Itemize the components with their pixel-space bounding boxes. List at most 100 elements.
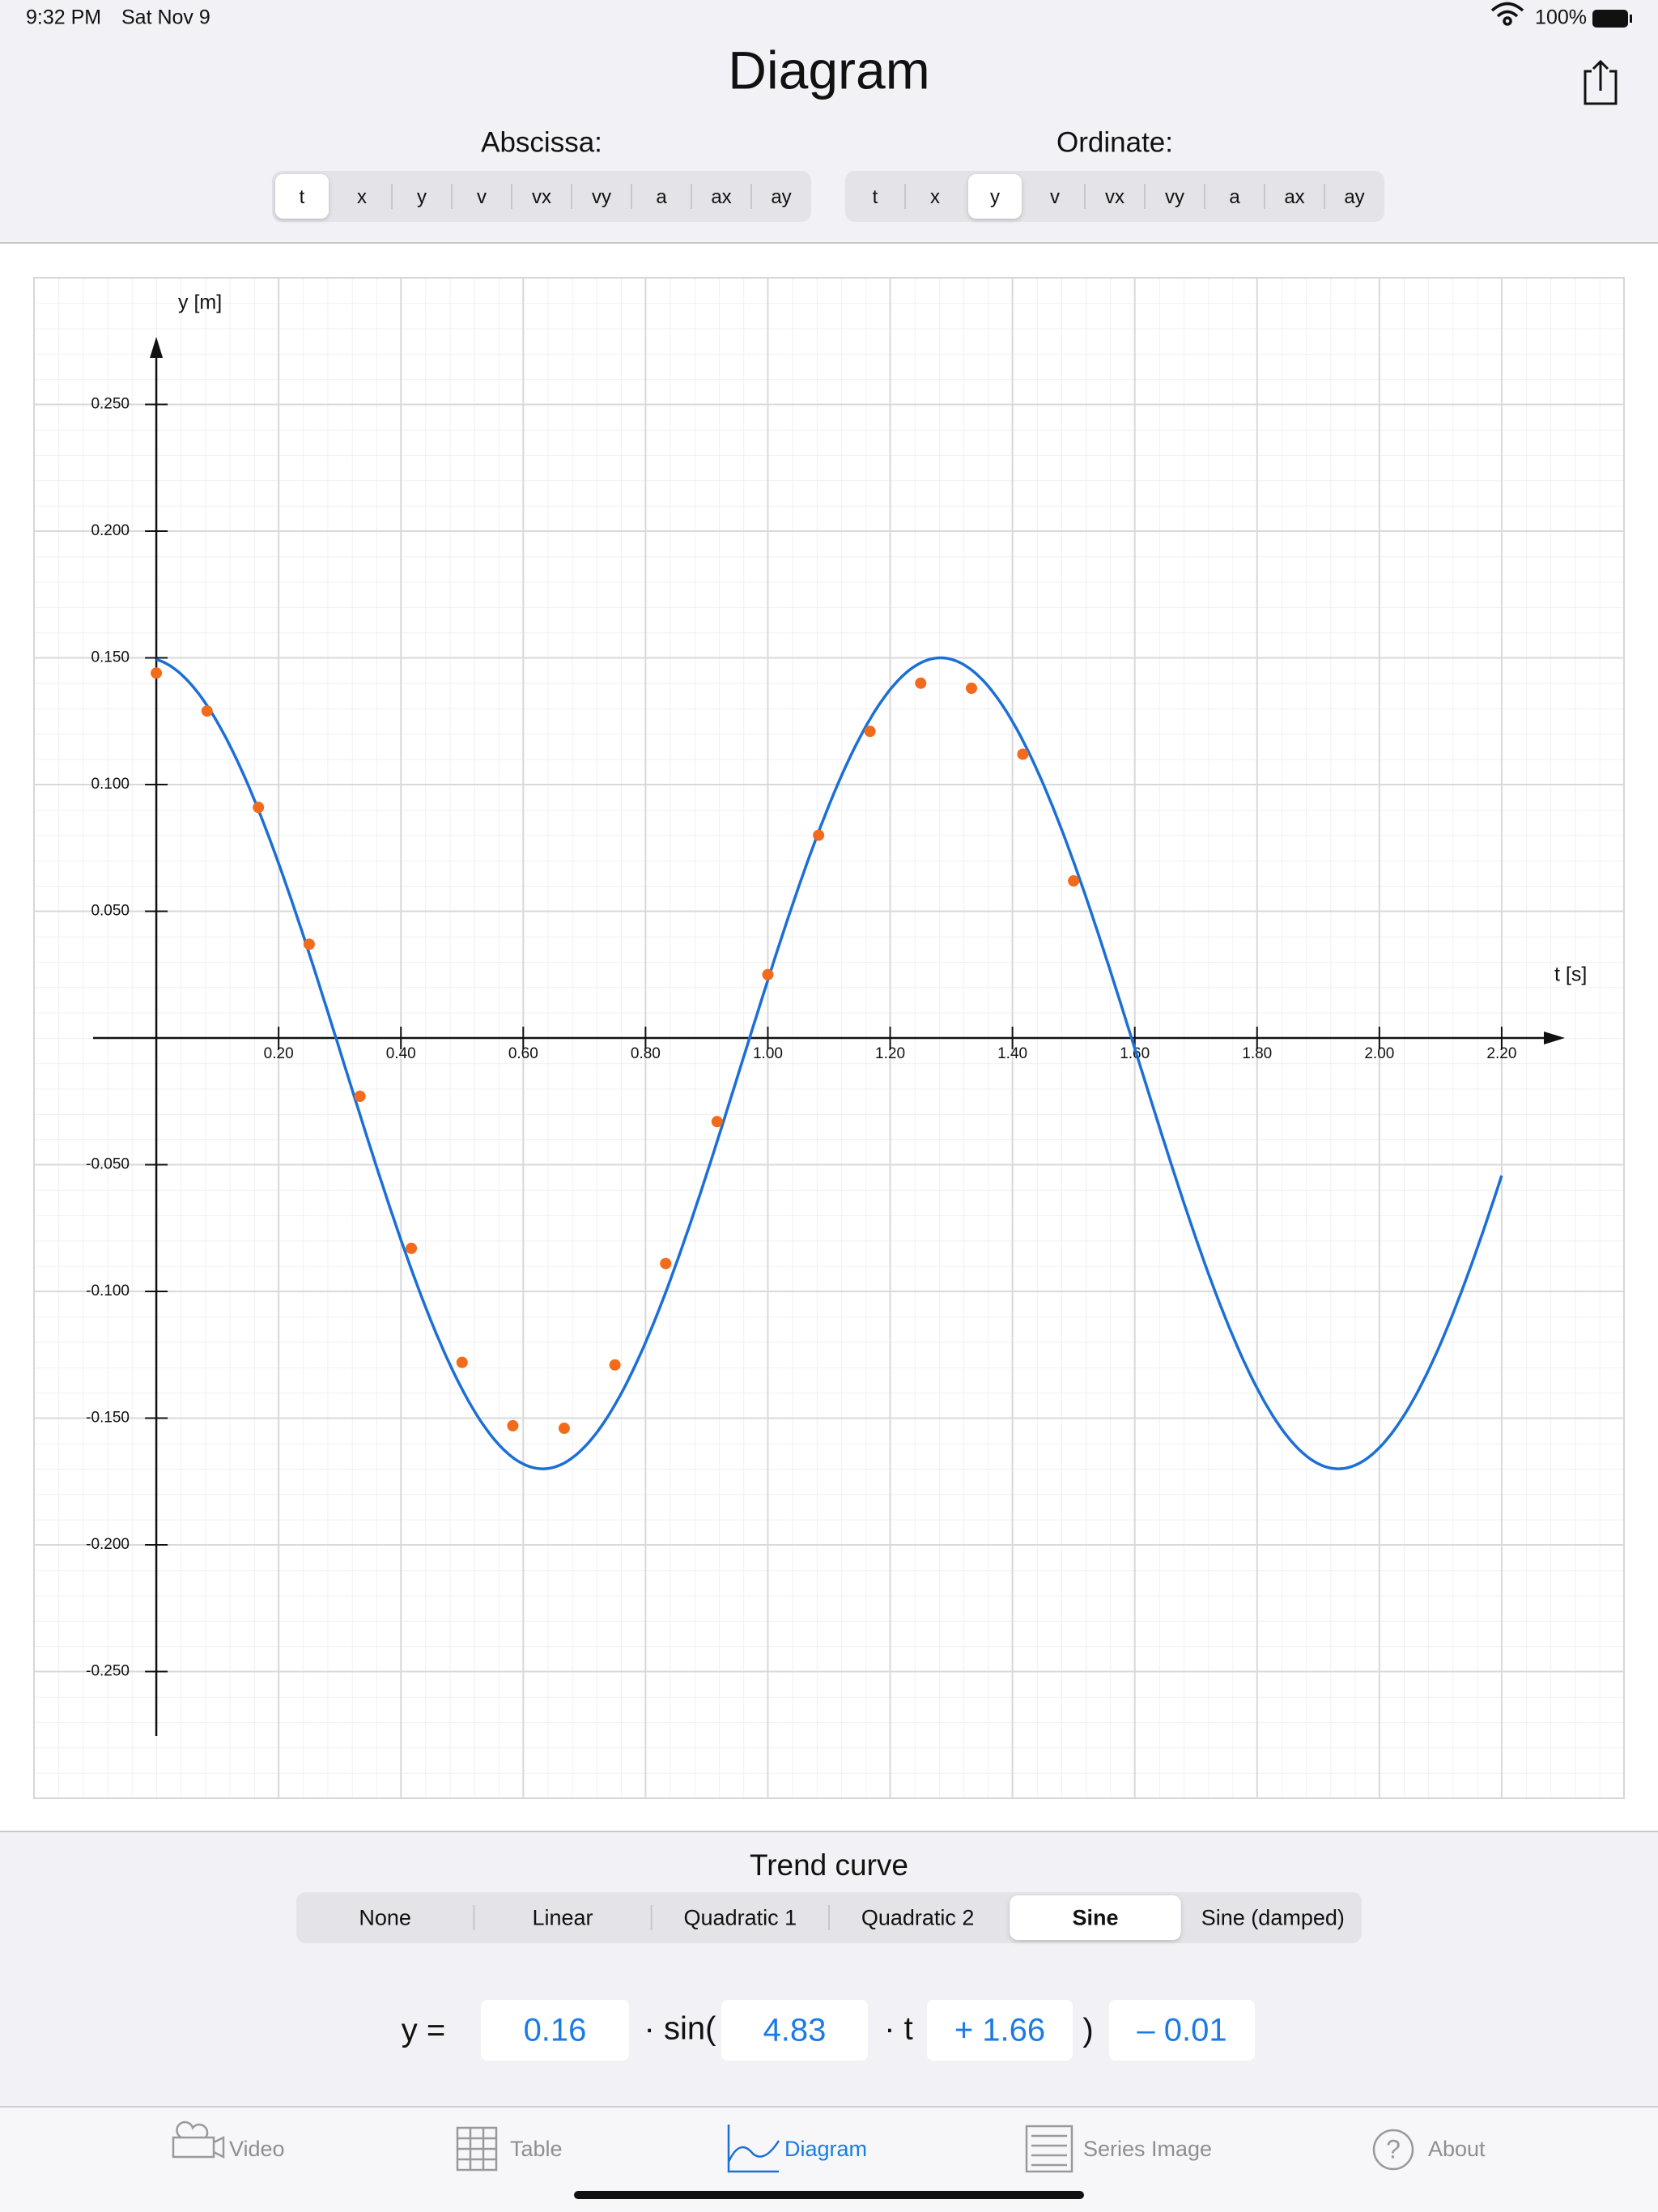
y-tick-label: 0.200 (91, 522, 130, 539)
x-axis-arrow (1544, 1032, 1565, 1044)
tab-label[interactable]: About (1428, 2137, 1486, 2161)
data-point (1068, 874, 1080, 887)
about-icon (1372, 2129, 1414, 2171)
y-axis-arrow (150, 337, 164, 358)
abscissa-option[interactable]: x (357, 186, 367, 208)
abscissa-option[interactable]: y (417, 186, 427, 208)
x-tick-label: 0.20 (264, 1045, 294, 1062)
abscissa-option[interactable]: v (477, 186, 487, 208)
data-point (253, 802, 265, 814)
equation-field[interactable] (481, 2000, 629, 2061)
abscissa-option[interactable]: ax (711, 186, 731, 208)
tab-label[interactable]: Table (510, 2137, 563, 2161)
x-tick-label: 2.20 (1486, 1045, 1516, 1062)
trend-curve (155, 656, 1503, 1470)
tab-label[interactable]: Diagram (784, 2137, 867, 2161)
data-point (864, 725, 876, 738)
equation-field[interactable] (721, 2000, 868, 2061)
x-tick-label: 1.20 (875, 1045, 905, 1062)
ordinate-option[interactable]: ay (1344, 186, 1364, 208)
series-image-icon (1025, 2125, 1073, 2173)
equation-value[interactable]: 4.83 (763, 2013, 827, 2048)
ordinate-option[interactable]: v (1050, 186, 1060, 208)
data-point (354, 1090, 366, 1102)
trend-option[interactable]: Sine (damped) (1201, 1906, 1345, 1930)
abscissa-control (272, 171, 811, 222)
status-time: 9:32 PM (26, 6, 101, 29)
ordinate-option[interactable]: x (930, 186, 940, 208)
tab-label[interactable]: Video (229, 2137, 285, 2161)
page-title: Diagram (728, 40, 929, 100)
share-button[interactable] (1584, 59, 1618, 105)
y-tick-label: -0.250 (86, 1663, 130, 1680)
x-tick-label: 0.60 (508, 1045, 538, 1062)
ordinate-option[interactable]: t (873, 186, 878, 208)
abscissa-option[interactable]: a (656, 186, 667, 208)
equation-field[interactable] (927, 2000, 1073, 2061)
x-axis-label: t [s] (1554, 963, 1587, 986)
wifi-icon (1490, 2, 1524, 26)
abscissa-selected (275, 174, 329, 219)
equation-value[interactable]: – 0.01 (1137, 2013, 1226, 2048)
abscissa-option[interactable]: vx (532, 186, 551, 208)
data-point (711, 1116, 723, 1128)
y-tick-label: 0.100 (91, 776, 130, 793)
abscissa-option[interactable]: t (300, 186, 305, 208)
data-point (151, 667, 163, 679)
x-tick-label: 2.00 (1364, 1045, 1394, 1062)
x-tick-label: 1.40 (997, 1045, 1027, 1062)
ordinate-option[interactable]: ax (1284, 186, 1304, 208)
battery-icon (1592, 10, 1628, 28)
trend-option[interactable]: Quadratic 2 (861, 1906, 975, 1930)
trend-option[interactable]: Linear (532, 1906, 593, 1930)
abscissa-option[interactable]: ay (771, 186, 791, 208)
table-icon (456, 2126, 498, 2172)
data-point (1017, 748, 1029, 760)
data-point (456, 1356, 468, 1368)
y-tick-label: -0.100 (86, 1283, 130, 1300)
ordinate-option[interactable]: y (990, 186, 1000, 208)
data-point (813, 829, 825, 841)
battery-percent: 100% (1535, 6, 1587, 29)
abscissa-label: Abscissa: (481, 126, 602, 158)
tab-icons (172, 2121, 1414, 2173)
status-date: Sat Nov 9 (121, 6, 210, 29)
ordinate-selected (968, 174, 1022, 219)
y-tick-label: -0.200 (86, 1536, 130, 1553)
ordinate-option[interactable]: vy (1165, 186, 1184, 208)
y-tick-label: 0.150 (91, 649, 130, 666)
data-point (558, 1423, 570, 1435)
trend-option[interactable]: Sine (1072, 1906, 1118, 1930)
home-indicator (574, 2191, 1084, 2199)
y-axis-label: y [m] (178, 291, 222, 314)
trend-option[interactable]: None (359, 1906, 411, 1930)
data-point (915, 677, 927, 689)
equation-value[interactable]: + 1.66 (954, 2013, 1045, 2048)
equation-times-t: · t (884, 2011, 913, 2047)
data-point (609, 1359, 621, 1371)
ordinate-label: Ordinate: (1056, 126, 1173, 158)
x-tick-label: 0.80 (631, 1045, 661, 1062)
equation-value[interactable]: 0.16 (524, 2013, 587, 2048)
data-point (966, 683, 978, 695)
x-tick-label: 1.80 (1242, 1045, 1272, 1062)
x-tick-label: 1.00 (753, 1045, 783, 1062)
abscissa-option[interactable]: vy (592, 186, 611, 208)
equation-lhs: y = (402, 2013, 445, 2048)
trend-option[interactable]: Quadratic 1 (684, 1906, 797, 1930)
equation-field[interactable] (1109, 2000, 1255, 2061)
y-tick-label: -0.050 (86, 1156, 130, 1173)
equation-close: ) (1082, 2013, 1093, 2048)
data-point (406, 1242, 418, 1254)
trend-selected (1010, 1895, 1181, 1940)
ordinate-option[interactable]: vx (1105, 186, 1124, 208)
ordinate-option[interactable]: a (1229, 186, 1240, 208)
data-point (660, 1257, 672, 1270)
tab-label[interactable]: Series Image (1083, 2137, 1212, 2161)
y-tick-label: -0.150 (86, 1410, 130, 1427)
data-point (762, 968, 774, 981)
trend-title: Trend curve (750, 1848, 908, 1882)
y-tick-label: 0.250 (91, 396, 130, 413)
